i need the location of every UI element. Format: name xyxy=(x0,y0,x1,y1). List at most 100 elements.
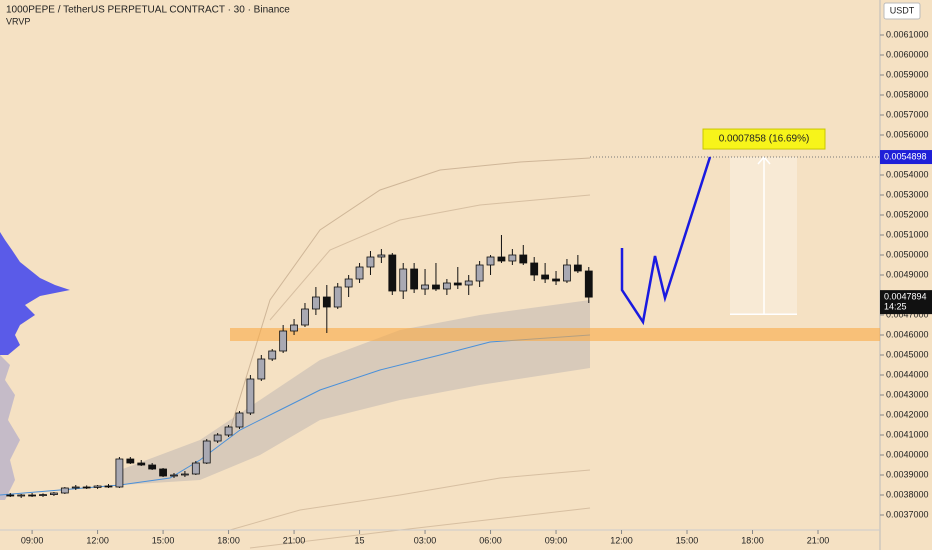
candle-body xyxy=(584,270,593,298)
candle-body xyxy=(530,262,539,276)
candle-body xyxy=(301,308,309,326)
band-line xyxy=(229,157,591,431)
x-tick-label: 18:00 xyxy=(217,535,240,545)
candle-body xyxy=(191,462,200,475)
currency-box[interactable] xyxy=(883,2,921,20)
candle-body xyxy=(39,494,47,497)
current-price: 0.0047894 xyxy=(884,291,927,301)
candle-body xyxy=(213,434,222,442)
y-tick-label: 0.0052000 xyxy=(886,209,929,219)
candle-body xyxy=(322,296,331,308)
target-price-box xyxy=(880,150,932,165)
candle-body xyxy=(181,473,189,476)
candle-body xyxy=(475,264,484,282)
y-tick-label: 0.0059000 xyxy=(886,69,929,79)
support-zone xyxy=(230,328,880,341)
x-tick-label: 18:00 xyxy=(741,535,764,545)
y-tick-label: 0.0057000 xyxy=(886,109,929,119)
candle-body xyxy=(410,268,419,290)
y-tick-label: 0.0046000 xyxy=(886,329,929,339)
y-tick-label: 0.0049000 xyxy=(886,269,929,279)
candle-body xyxy=(268,350,277,360)
candle-body xyxy=(126,458,135,464)
y-tick-label: 0.0053000 xyxy=(886,189,929,199)
candle-body xyxy=(464,280,473,286)
candle-body xyxy=(497,256,506,262)
x-tick-label: 12:00 xyxy=(610,535,633,545)
candle-body xyxy=(399,268,408,292)
candle-body xyxy=(50,492,58,496)
candle-body xyxy=(224,426,233,436)
x-tick-label: 09:00 xyxy=(21,535,44,545)
candle-body xyxy=(28,494,36,497)
candle-body xyxy=(453,282,462,286)
candle-body xyxy=(486,256,495,266)
y-tick-label: 0.0045000 xyxy=(886,349,929,359)
candle-body xyxy=(290,324,298,332)
x-tick-label: 21:00 xyxy=(283,535,306,545)
x-tick-label: 09:00 xyxy=(545,535,568,545)
annotation: 0.0007858 (16.69%) xyxy=(719,134,810,145)
band-line xyxy=(229,469,591,531)
y-tick-label: 0.0061000 xyxy=(886,29,929,39)
candle-body xyxy=(552,278,560,282)
candle-body xyxy=(311,296,320,310)
annotation-box xyxy=(702,128,826,150)
candle-body xyxy=(541,274,550,280)
x-tick-label: 06:00 xyxy=(479,535,502,545)
y-tick-label: 0.0060000 xyxy=(886,49,929,59)
candle-body xyxy=(170,474,178,477)
chart-title: 1000PEPE / TetherUS PERPETUAL CONTRACT ·… xyxy=(6,5,290,16)
candle-body xyxy=(432,284,440,290)
candle-body xyxy=(148,464,157,470)
y-tick-label: 0.0041000 xyxy=(886,429,929,439)
candle-body xyxy=(115,458,124,488)
candle-body xyxy=(388,254,397,292)
indicator-label: VRVP xyxy=(6,16,30,26)
y-tick-label: 0.0050000 xyxy=(886,249,929,259)
band-line xyxy=(269,194,591,321)
candle-body xyxy=(82,486,91,489)
current-price-box xyxy=(880,290,932,315)
y-tick-label: 0.0038000 xyxy=(886,489,929,499)
candle-body xyxy=(333,286,342,308)
countdown: 14:25 xyxy=(884,301,907,311)
x-tick-label: 15:00 xyxy=(152,535,175,545)
candle-body xyxy=(60,487,69,494)
candle-body xyxy=(279,330,288,352)
candle-body xyxy=(421,284,429,290)
candle-body xyxy=(159,468,167,477)
y-tick-label: 0.0058000 xyxy=(886,89,929,99)
candle-body xyxy=(17,494,26,497)
y-tick-label: 0.0044000 xyxy=(886,369,929,379)
candle-body xyxy=(344,278,353,288)
y-tick-label: 0.0051000 xyxy=(886,229,929,239)
candle-body xyxy=(6,494,15,497)
y-tick-label: 0.0042000 xyxy=(886,409,929,419)
candle-body xyxy=(71,486,80,489)
y-tick-label: 0.0054000 xyxy=(886,169,929,179)
x-tick-label: 21:00 xyxy=(807,535,830,545)
vwap-line xyxy=(0,334,591,496)
candle-body xyxy=(355,266,364,280)
candle-body xyxy=(377,254,386,258)
candle-body xyxy=(202,440,211,464)
currency[interactable]: USDT xyxy=(890,5,915,15)
candle-body xyxy=(573,264,582,272)
x-tick-label: 12:00 xyxy=(86,535,109,545)
candle-body xyxy=(246,378,255,414)
candle-body xyxy=(442,282,451,290)
candle-body xyxy=(519,254,528,264)
volume-profile xyxy=(0,232,70,355)
y-tick-label: 0.0043000 xyxy=(886,389,929,399)
candle-body xyxy=(366,256,375,268)
volume-profile xyxy=(0,355,20,500)
x-tick-label: 03:00 xyxy=(414,535,437,545)
x-tick-label: 15:00 xyxy=(676,535,699,545)
candle-body xyxy=(257,358,266,380)
candle-body xyxy=(93,485,102,488)
y-tick-label: 0.0056000 xyxy=(886,129,929,139)
candle-body xyxy=(235,412,244,428)
